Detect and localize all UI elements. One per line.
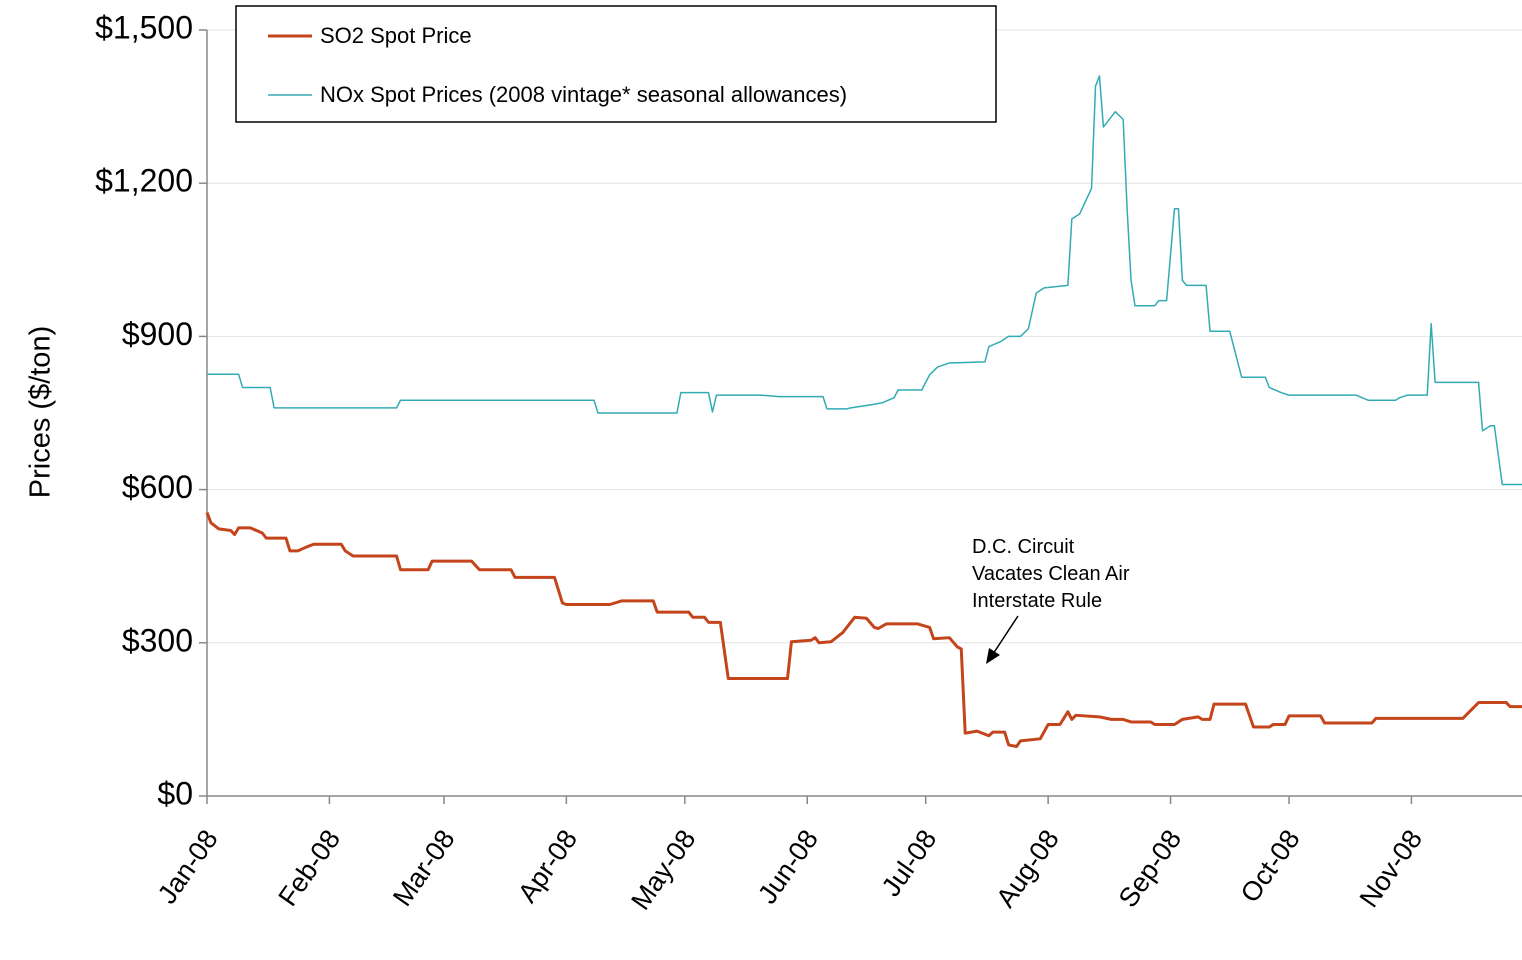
series-line bbox=[205, 512, 1522, 748]
annotation-arrow bbox=[992, 615, 1019, 655]
grid: $0 $300 $600 $900 $1,200 $1,500 Jan-08 Feb-08 Ma… bbox=[95, 9, 1522, 915]
legend: SO2 Spot Price NOx Spot Prices (2008 vin… bbox=[235, 5, 997, 123]
y-tick-label: $1,200 bbox=[95, 163, 193, 199]
x-tick-label: Jul-08 bbox=[876, 824, 943, 901]
y-tick-label: $600 bbox=[122, 469, 193, 505]
annotation: D.C. Circuit Vacates Clean Air Interstat… bbox=[972, 536, 1130, 664]
legend-box bbox=[235, 5, 997, 123]
x-tick-label: Aug-08 bbox=[990, 824, 1065, 913]
annotation-text: D.C. Circuit bbox=[972, 536, 1075, 558]
x-tick-label: Oct-08 bbox=[1235, 824, 1306, 908]
legend-label: SO2 Spot Price bbox=[320, 23, 472, 48]
y-axis-title: Prices ($/ton) bbox=[25, 326, 57, 498]
x-tick-label: Jan-08 bbox=[152, 824, 224, 909]
x-tick-label: May-08 bbox=[625, 824, 701, 915]
y-tick-label: $1,500 bbox=[95, 9, 193, 45]
x-tick-label: Jun-08 bbox=[752, 824, 824, 909]
annotation-text: Interstate Rule bbox=[972, 590, 1102, 612]
plot-area bbox=[205, 75, 1522, 748]
annotation-arrowhead bbox=[986, 648, 1000, 664]
annotation-text: Vacates Clean Air bbox=[972, 563, 1130, 585]
x-tick-label: Sep-08 bbox=[1113, 824, 1188, 913]
series-line bbox=[207, 75, 1522, 486]
y-tick-label: $900 bbox=[122, 316, 193, 352]
legend-label: NOx Spot Prices (2008 vintage* seasonal … bbox=[320, 82, 847, 107]
x-tick-label: Apr-08 bbox=[512, 824, 583, 908]
x-tick-label: Feb-08 bbox=[273, 824, 347, 911]
y-tick-label: $300 bbox=[122, 622, 193, 658]
x-tick-label: Nov-08 bbox=[1354, 824, 1429, 913]
y-tick-label: $0 bbox=[157, 775, 193, 811]
x-tick-label: Mar-08 bbox=[387, 824, 461, 911]
